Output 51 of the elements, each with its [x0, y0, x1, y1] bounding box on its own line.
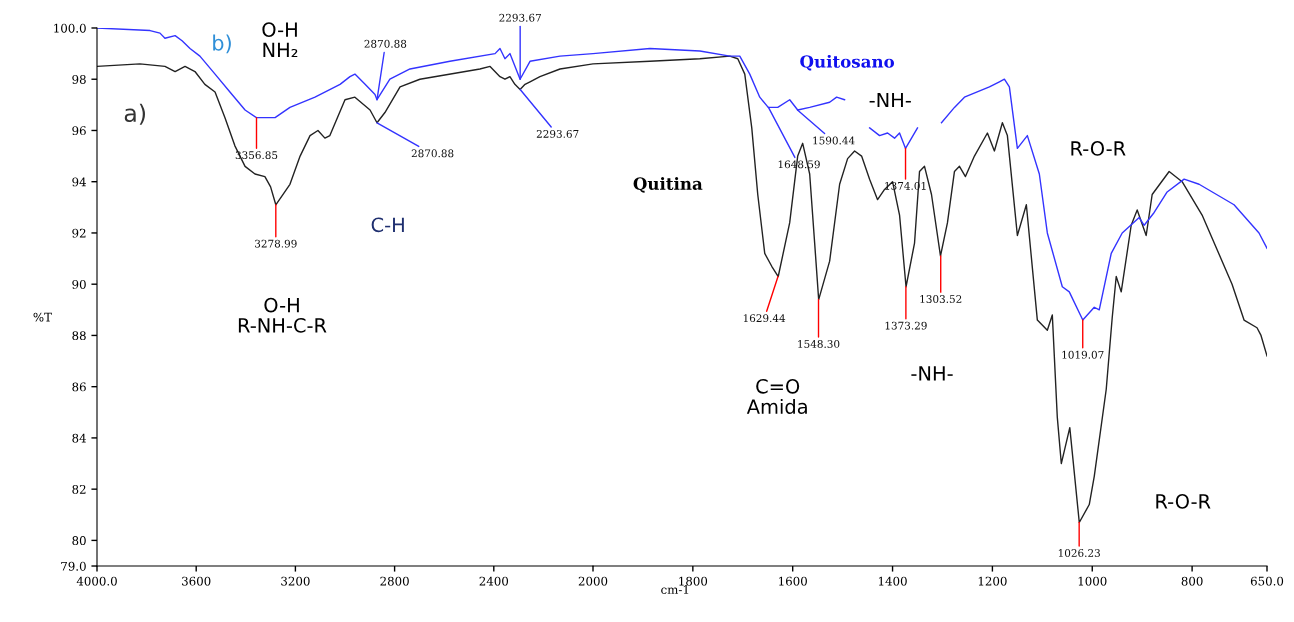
y-tick-label: 90	[72, 279, 86, 289]
x-tick-label: 4000.0	[76, 576, 117, 586]
annotation: 1629.44	[743, 314, 786, 323]
x-tick-label: 1000	[1078, 576, 1107, 586]
x-tick-label: 1200	[978, 576, 1007, 586]
y-tick-label: 100.0	[54, 23, 86, 33]
y-tick-label: 82	[72, 484, 86, 494]
x-tick-label: 1400	[878, 576, 907, 586]
annotation: 2293.67	[536, 129, 579, 138]
y-tick-label: 94	[72, 177, 86, 187]
x-tick-label: 3600	[182, 576, 211, 586]
y-tick-label: 96	[72, 126, 86, 136]
y-axis-title: %T	[33, 312, 52, 322]
annotation: b)	[213, 34, 231, 54]
annotation: 2870.88	[364, 39, 407, 48]
y-tick-label: 88	[72, 331, 86, 341]
x-tick-label: 2000	[578, 576, 608, 586]
annotation: C-H	[371, 217, 404, 233]
annotation: Quitina	[633, 177, 703, 193]
annotation: 1303.52	[920, 295, 962, 303]
y-tick-label: 98	[72, 74, 86, 84]
annotation: Quitosano	[800, 54, 895, 71]
annotation: O-H NH₂	[262, 22, 298, 58]
x-tick-label: 2800	[380, 576, 409, 586]
annotation: 2293.67	[499, 13, 541, 22]
y-tick-label: 80	[72, 536, 86, 546]
x-tick-label: 3200	[281, 576, 310, 586]
annotation: 1590.44	[813, 136, 855, 145]
y-tick-label: 86	[72, 382, 86, 392]
annotation: -NH-	[869, 92, 911, 108]
annotation: R-O-R	[1156, 494, 1211, 509]
x-tick-label: 1800	[679, 576, 708, 586]
annotation: a)	[124, 103, 145, 125]
annotation: 1373.29	[885, 321, 927, 330]
x-axis-title: cm-1	[661, 585, 689, 594]
annotation: C=O Amida	[746, 378, 807, 414]
annotation: R-O-R	[1071, 141, 1126, 156]
annotation: 1548.30	[798, 340, 840, 348]
annotation: 3278.99	[255, 239, 297, 248]
x-tick-label: 2400	[479, 576, 509, 586]
annotation: -NH-	[911, 366, 953, 381]
y-tick-label: 79.0	[61, 561, 86, 571]
annotation: 1019.07	[1062, 350, 1104, 359]
x-tick-label: 650.0	[1250, 576, 1284, 586]
annotation: O-H R-NH-C-R	[238, 297, 327, 333]
y-tick-label: 84	[72, 433, 86, 443]
annotation: 1026.23	[1058, 549, 1100, 557]
x-tick-label: 1600	[779, 576, 807, 586]
annotation: 2870.88	[411, 149, 454, 158]
y-tick-label: 92	[72, 228, 86, 238]
x-tick-label: 800	[1181, 576, 1203, 586]
